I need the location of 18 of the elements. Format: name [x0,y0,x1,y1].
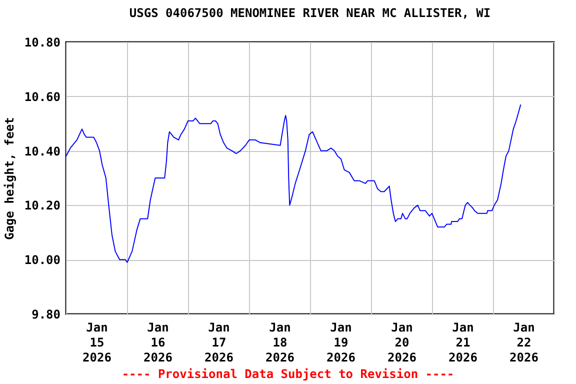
line-series [66,104,522,263]
text: ---- Provisional Data Subject to Revision ---- [120,367,456,381]
y-tick-label: 10.20 [24,198,60,213]
x-tick-label: Jan 15 2026 [82,320,112,364]
y-tick-label: 10.80 [24,36,60,50]
x-tick-label: Jan 22 2026 [510,320,538,364]
y-tick-label: 10.60 [24,90,60,104]
x-tick-label: Jan 17 2026 [204,320,234,364]
x-tick-label: Jan 20 2026 [388,320,416,364]
x-tick-label: Jan 19 2026 [326,320,356,364]
y-tick-label: 9.80 [32,308,60,322]
y-axis-title: Gage height, feet [2,117,16,240]
x-tick-label: Jan 21 2026 [448,320,478,364]
chart-title: USGS 04067500 MENOMINEE RIVER NEAR MC ALLISTER, WI [129,6,491,20]
x-tick-label: Jan 18 2026 [266,320,294,364]
x-tick-label: Jan 16 2026 [144,320,172,364]
y-tick-label: 10.00 [24,253,60,268]
y-tick-label: 10.40 [24,144,60,158]
